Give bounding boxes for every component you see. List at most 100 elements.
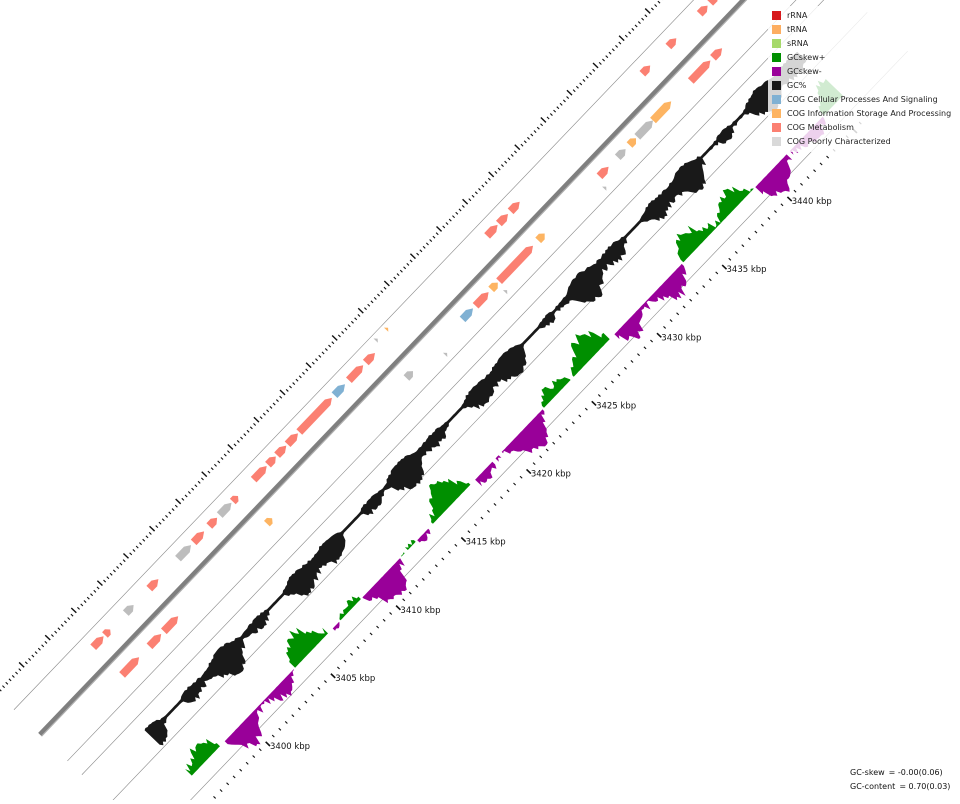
scale-tick-mark [702,285,706,288]
outer-tick-mark [354,317,358,321]
outer-tick-mark [109,572,113,576]
outer-tick-mark [592,62,599,69]
outer-tick-mark [618,35,625,42]
scale-tick-mark [682,305,686,309]
outer-tick-mark [494,170,498,174]
outer-tick-mark [90,593,94,597]
legend-item: COG Information Storage And Processing [772,106,960,120]
outer-tick-mark [18,661,25,668]
cds-feature-inner [496,245,533,284]
cds-feature-outer [665,38,677,50]
scale-tick-mark [434,564,438,568]
gc-skew-negative [501,409,549,454]
scale-tick-mark [708,278,712,282]
gc-skew-negative [755,154,793,197]
scale-tick-mark [500,496,503,500]
cds-feature-outer [639,65,651,77]
cds-feature-outer [175,545,191,562]
scale-tick-mark [676,312,680,316]
cds-feature-outer [507,201,520,215]
small-feature-marker [602,186,607,191]
cds-feature-outer [229,495,239,505]
outer-tick-mark [641,17,645,21]
outer-tick-mark [116,566,120,569]
cds-feature-inner [626,138,636,148]
cds-feature-inner [264,517,273,527]
legend-label: sRNA [787,38,809,48]
gcskew-minus-swatch-icon [772,66,781,76]
genome-backbone [38,0,748,737]
outer-tick-mark [344,327,348,331]
scale-tick-mark [493,503,497,506]
small-feature-marker [373,338,378,343]
cds-feature-outer [216,502,232,518]
outer-tick-mark [409,253,416,260]
cds-feature-outer [190,531,205,546]
scale-tick-mark [460,536,467,543]
scale-tick-mark [669,319,673,323]
gc-skew-negative [362,558,407,604]
trna-swatch-icon [772,24,781,34]
gc-skew-negative [614,263,687,341]
cds-feature-inner [650,101,672,124]
outer-tick-mark [227,450,230,454]
outer-tick-mark [201,471,208,478]
outer-tick-mark [37,647,41,651]
scale-tick-mark [806,176,810,179]
outer-tick-mark [602,58,605,62]
outer-tick-mark [634,24,638,28]
outer-tick-mark [214,463,217,467]
scale-tick-mark [663,325,667,329]
outer-tick-mark [618,41,622,45]
outer-tick-mark [416,252,420,256]
gc-skew-positive [676,186,754,263]
scale-tick-mark [695,291,699,295]
scale-kbp-label: 3400 kbp [270,742,310,752]
outer-tick-mark [285,388,289,392]
legend: rRNA tRNA sRNA GCskew+ GCskew- GC% COG C… [768,6,960,152]
outer-tick-mark [373,297,377,300]
outer-tick-mark [592,68,596,72]
rrna-swatch-icon [772,10,781,20]
outer-tick-mark [422,245,426,249]
outer-tick-mark [598,62,602,65]
outer-tick-mark [275,399,279,403]
scale-tick-mark [519,475,523,479]
scale-tick-mark [441,557,445,561]
scale-tick-mark [467,530,471,534]
outer-tick-mark [540,117,547,123]
scale-tick-mark [421,577,425,581]
outer-tick-mark [223,453,227,457]
outer-tick-mark [96,580,103,587]
outer-tick-mark [403,266,407,270]
outer-tick-mark [527,136,530,140]
scale-tick-mark [525,468,532,475]
cds-feature-inner [403,371,413,381]
cog-cellular-swatch-icon [772,94,781,104]
outer-tick-mark [377,293,380,297]
scale-tick-mark [734,251,738,254]
scale-tick-mark [258,748,262,752]
cds-feature-inner [472,292,489,309]
outer-tick-mark [484,181,488,185]
scale-kbp-label: 3405 kbp [335,674,375,684]
legend-item: GCskew- [772,64,960,78]
outer-tick-mark [514,150,517,154]
outer-tick-mark [161,518,165,522]
outer-tick-mark [448,218,452,222]
outer-tick-mark [24,661,28,665]
outer-tick-mark [233,443,237,447]
gc-skew-stat: GC-skew = -0.00(0.06) [850,766,950,780]
outer-tick-mark [478,188,482,191]
outer-tick-mark [409,259,413,263]
outer-tick-mark [259,416,263,420]
outer-tick-mark [566,89,573,96]
outer-tick-mark [194,484,198,488]
outer-tick-mark [562,99,566,103]
gcskew-plus-swatch-icon [772,52,781,62]
outer-tick-mark [253,423,257,426]
scale-kbp-label: 3410 kbp [400,606,440,616]
cds-feature-outer [296,397,332,435]
outer-tick-mark [458,208,462,212]
legend-item: COG Cellular Processes And Signaling [772,92,960,106]
